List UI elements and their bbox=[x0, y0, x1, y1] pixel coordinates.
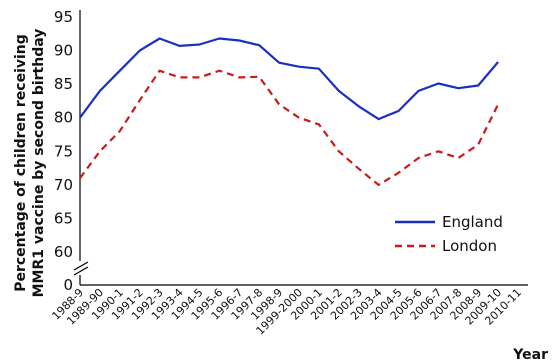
x-axis-label: Year bbox=[512, 347, 548, 363]
axis-break-mark bbox=[73, 266, 89, 276]
legend: England London bbox=[395, 213, 503, 255]
axis-break-mark bbox=[73, 261, 89, 271]
y-axis-label-line2: MMR1 vaccine by second birthday bbox=[31, 29, 47, 298]
y-tick-label: 60 bbox=[54, 243, 73, 261]
y-tick-label: 95 bbox=[54, 8, 73, 26]
legend-label-england: England bbox=[442, 213, 503, 231]
series-lines bbox=[79, 37, 500, 186]
y-axis-label: Percentage of children receiving MMR1 va… bbox=[13, 29, 47, 298]
y-tick-label: 65 bbox=[54, 209, 73, 227]
legend-label-london: London bbox=[442, 237, 497, 255]
y-tick-label: 0 bbox=[63, 276, 73, 294]
y-axis-label-line1: Percentage of children receiving bbox=[13, 34, 29, 292]
y-tick-label: 75 bbox=[54, 142, 73, 160]
y-tick-label: 70 bbox=[54, 176, 73, 194]
y-tick-label: 85 bbox=[54, 75, 73, 93]
y-tick-label: 80 bbox=[54, 109, 73, 127]
y-tick-label: 90 bbox=[54, 42, 73, 60]
axes bbox=[73, 10, 528, 286]
x-tick-labels: 1988-91989-901990-11991-21992-31993-4199… bbox=[49, 286, 524, 338]
y-tick-labels: 95 90 85 80 75 70 65 60 0 bbox=[54, 8, 73, 294]
series-line-england bbox=[79, 37, 499, 121]
series-line-london bbox=[79, 69, 500, 186]
